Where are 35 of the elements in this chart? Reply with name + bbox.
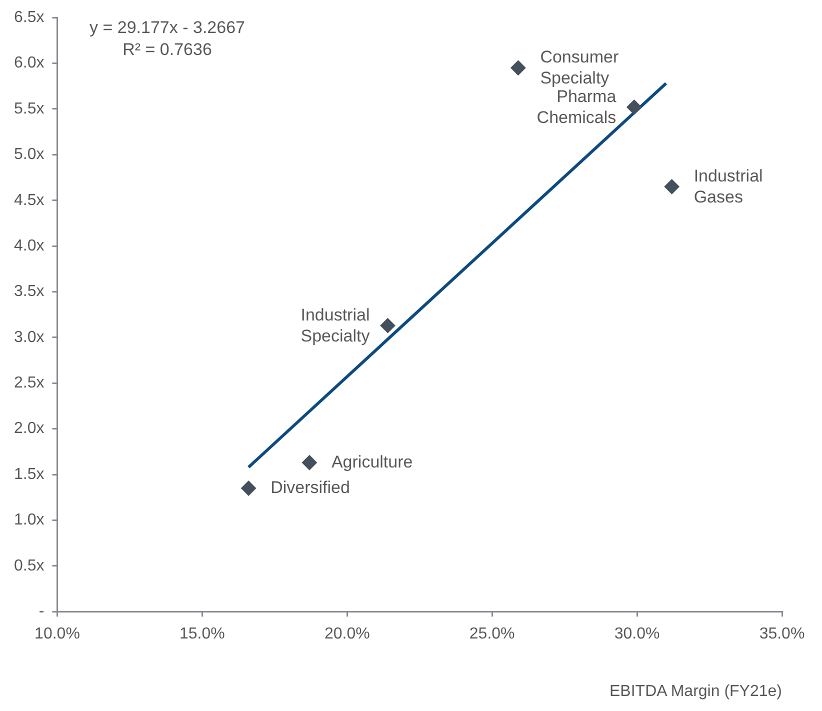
point [626,100,642,115]
point [664,179,680,194]
x-tick-label: 35.0% [759,626,805,643]
annotation: y = 29.177x - 3.2667 [90,18,245,37]
y-tick-label: 6.0x [14,54,44,72]
annotation: R² = 0.7636 [122,40,212,59]
y-tick-label: 6.5x [14,9,44,26]
annotation: Agriculture [331,452,413,472]
y-tick-label: 1.5x [14,466,44,483]
y-tick-label: 3.0x [14,328,44,346]
x-tick-label: 30.0% [614,626,660,643]
annotation: Diversified [270,478,350,497]
annotation: Consumer Specialty [540,48,619,88]
x-tick-label: 20.0% [324,626,370,643]
y-tick-label: 2.5x [14,374,44,392]
annotation: Pharma Chemicals [536,86,617,127]
point [302,455,317,470]
annotation: Industrial Specialty [300,305,370,346]
y-tick-label: - [38,603,44,620]
y-tick-label: 5.0x [14,146,44,164]
y-tick-label: 4.0x [14,237,44,254]
x-tick-label: 10.0% [34,626,80,643]
annotation: Industrial Gases [694,166,763,206]
y-tick-label: 3.5x [14,283,44,300]
x-tick-label: 15.0% [180,626,225,643]
x-axis-title: EBITDA Margin (FY21e) [610,682,782,700]
y-tick-label: 0.5x [14,557,44,574]
y-tick-label: 1.0x [14,512,44,529]
y-tick-label: 2.0x [14,420,44,438]
y-tick-label: 4.5x [14,192,44,209]
y-tick-label: 5.5x [14,100,44,118]
point [380,318,396,334]
x-tick-label: 25.0% [469,626,515,643]
point [241,480,256,496]
point [510,60,526,76]
